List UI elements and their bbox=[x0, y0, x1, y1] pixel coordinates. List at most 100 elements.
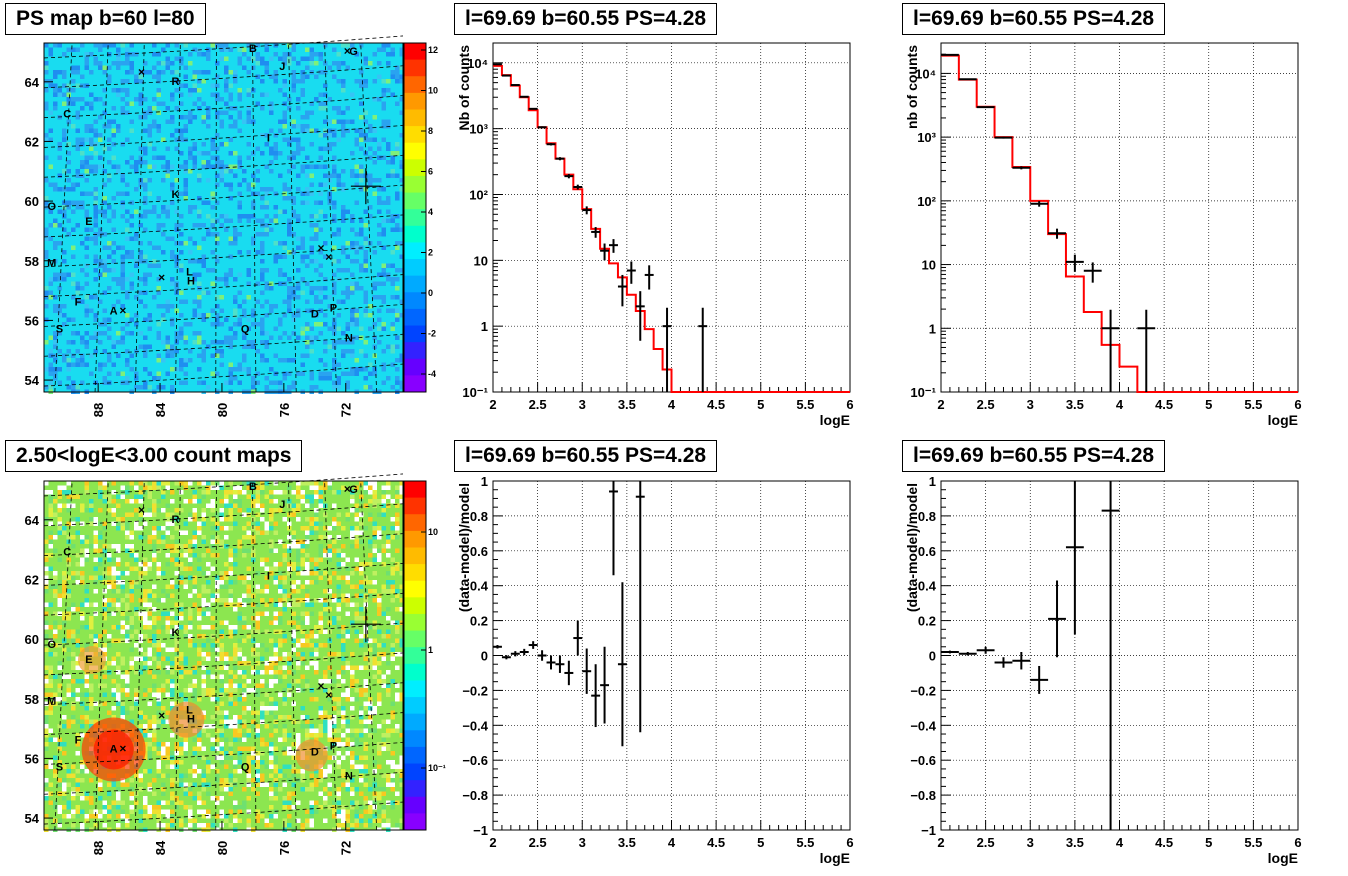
map-pixel bbox=[215, 92, 220, 97]
map-pixel bbox=[354, 200, 359, 205]
map-pixel bbox=[251, 629, 256, 634]
map-pixel bbox=[165, 665, 170, 670]
map-pixel bbox=[129, 791, 134, 796]
map-pixel bbox=[219, 809, 224, 814]
map-pixel bbox=[111, 715, 116, 720]
map-pixel bbox=[57, 92, 62, 97]
map-pixel bbox=[165, 481, 170, 486]
map-pixel bbox=[305, 611, 310, 616]
map-pixel bbox=[152, 245, 157, 250]
map-pixel bbox=[48, 602, 53, 607]
map-pixel bbox=[188, 814, 193, 819]
map-pixel bbox=[255, 728, 260, 733]
map-pixel bbox=[233, 232, 238, 237]
map-pixel bbox=[359, 164, 364, 169]
map-pixel bbox=[93, 200, 98, 205]
map-pixel bbox=[291, 214, 296, 219]
map-pixel bbox=[71, 88, 76, 93]
map-pixel bbox=[156, 353, 161, 358]
map-pixel bbox=[381, 652, 386, 657]
map-pixel bbox=[224, 272, 229, 277]
map-pixel bbox=[161, 683, 166, 688]
map-pixel bbox=[93, 259, 98, 264]
map-pixel bbox=[363, 575, 368, 580]
map-pixel bbox=[350, 227, 355, 232]
map-pixel bbox=[287, 187, 292, 192]
source-cross: × bbox=[325, 688, 332, 702]
map-pixel bbox=[102, 124, 107, 129]
map-pixel bbox=[318, 331, 323, 336]
map-pixel bbox=[341, 250, 346, 255]
map-pixel bbox=[66, 769, 71, 774]
map-pixel bbox=[156, 710, 161, 715]
map-pixel bbox=[287, 656, 292, 661]
map-pixel bbox=[242, 535, 247, 540]
map-pixel bbox=[206, 115, 211, 120]
map-pixel bbox=[219, 512, 224, 517]
map-pixel bbox=[224, 764, 229, 769]
map-pixel bbox=[278, 629, 283, 634]
map-pixel bbox=[354, 182, 359, 187]
map-pixel bbox=[201, 313, 206, 318]
map-pixel bbox=[395, 74, 400, 79]
map-pixel bbox=[395, 79, 400, 84]
map-pixel bbox=[323, 128, 328, 133]
map-pixel bbox=[224, 317, 229, 322]
map-pixel bbox=[291, 331, 296, 336]
map-pixel bbox=[66, 719, 71, 724]
map-pixel bbox=[273, 715, 278, 720]
map-pixel bbox=[53, 548, 58, 553]
map-pixel bbox=[386, 584, 391, 589]
map-pixel bbox=[237, 728, 242, 733]
map-pixel bbox=[111, 584, 116, 589]
map-pixel bbox=[363, 385, 368, 390]
map-pixel bbox=[260, 317, 265, 322]
map-pixel bbox=[350, 340, 355, 345]
map-pixel bbox=[305, 344, 310, 349]
map-pixel bbox=[260, 683, 265, 688]
map-pixel bbox=[255, 778, 260, 783]
palette-band bbox=[404, 175, 426, 194]
map-pixel bbox=[260, 508, 265, 513]
map-pixel bbox=[179, 562, 184, 567]
map-pixel bbox=[48, 277, 53, 282]
map-pixel bbox=[107, 268, 112, 273]
map-pixel bbox=[161, 358, 166, 363]
map-pixel bbox=[129, 553, 134, 558]
map-graticule bbox=[43, 35, 404, 393]
map-pixel bbox=[206, 571, 211, 576]
map-pixel bbox=[269, 764, 274, 769]
map-pixel bbox=[251, 380, 256, 385]
map-pixel bbox=[255, 620, 260, 625]
map-pixel bbox=[273, 778, 278, 783]
map-pixel bbox=[350, 755, 355, 760]
map-pixel bbox=[354, 629, 359, 634]
map-pixel bbox=[98, 263, 103, 268]
map-pixel bbox=[84, 796, 89, 801]
map-pixel bbox=[219, 643, 224, 648]
map-pixel bbox=[210, 823, 215, 828]
map-pixel bbox=[62, 70, 67, 75]
map-pixel bbox=[53, 575, 58, 580]
map-pixel bbox=[179, 544, 184, 549]
map-pixel bbox=[381, 362, 386, 367]
map-pixel bbox=[89, 719, 94, 724]
map-pixel bbox=[260, 353, 265, 358]
map-pixel bbox=[183, 773, 188, 778]
map-pixel bbox=[368, 499, 373, 504]
map-pixel bbox=[345, 809, 350, 814]
map-pixel bbox=[174, 508, 179, 513]
map-y-tick-label: 54 bbox=[25, 373, 40, 388]
map-pixel bbox=[134, 629, 139, 634]
map-pixel bbox=[345, 818, 350, 823]
map-pixel bbox=[260, 719, 265, 724]
map-pixel bbox=[350, 290, 355, 295]
map-pixel bbox=[228, 340, 233, 345]
map-pixel bbox=[66, 481, 71, 486]
map-pixel bbox=[359, 733, 364, 738]
map-pixel bbox=[44, 589, 49, 594]
map-pixel bbox=[53, 353, 58, 358]
map-pixel bbox=[309, 557, 314, 562]
map-pixel bbox=[242, 358, 247, 363]
map-pixel bbox=[156, 742, 161, 747]
